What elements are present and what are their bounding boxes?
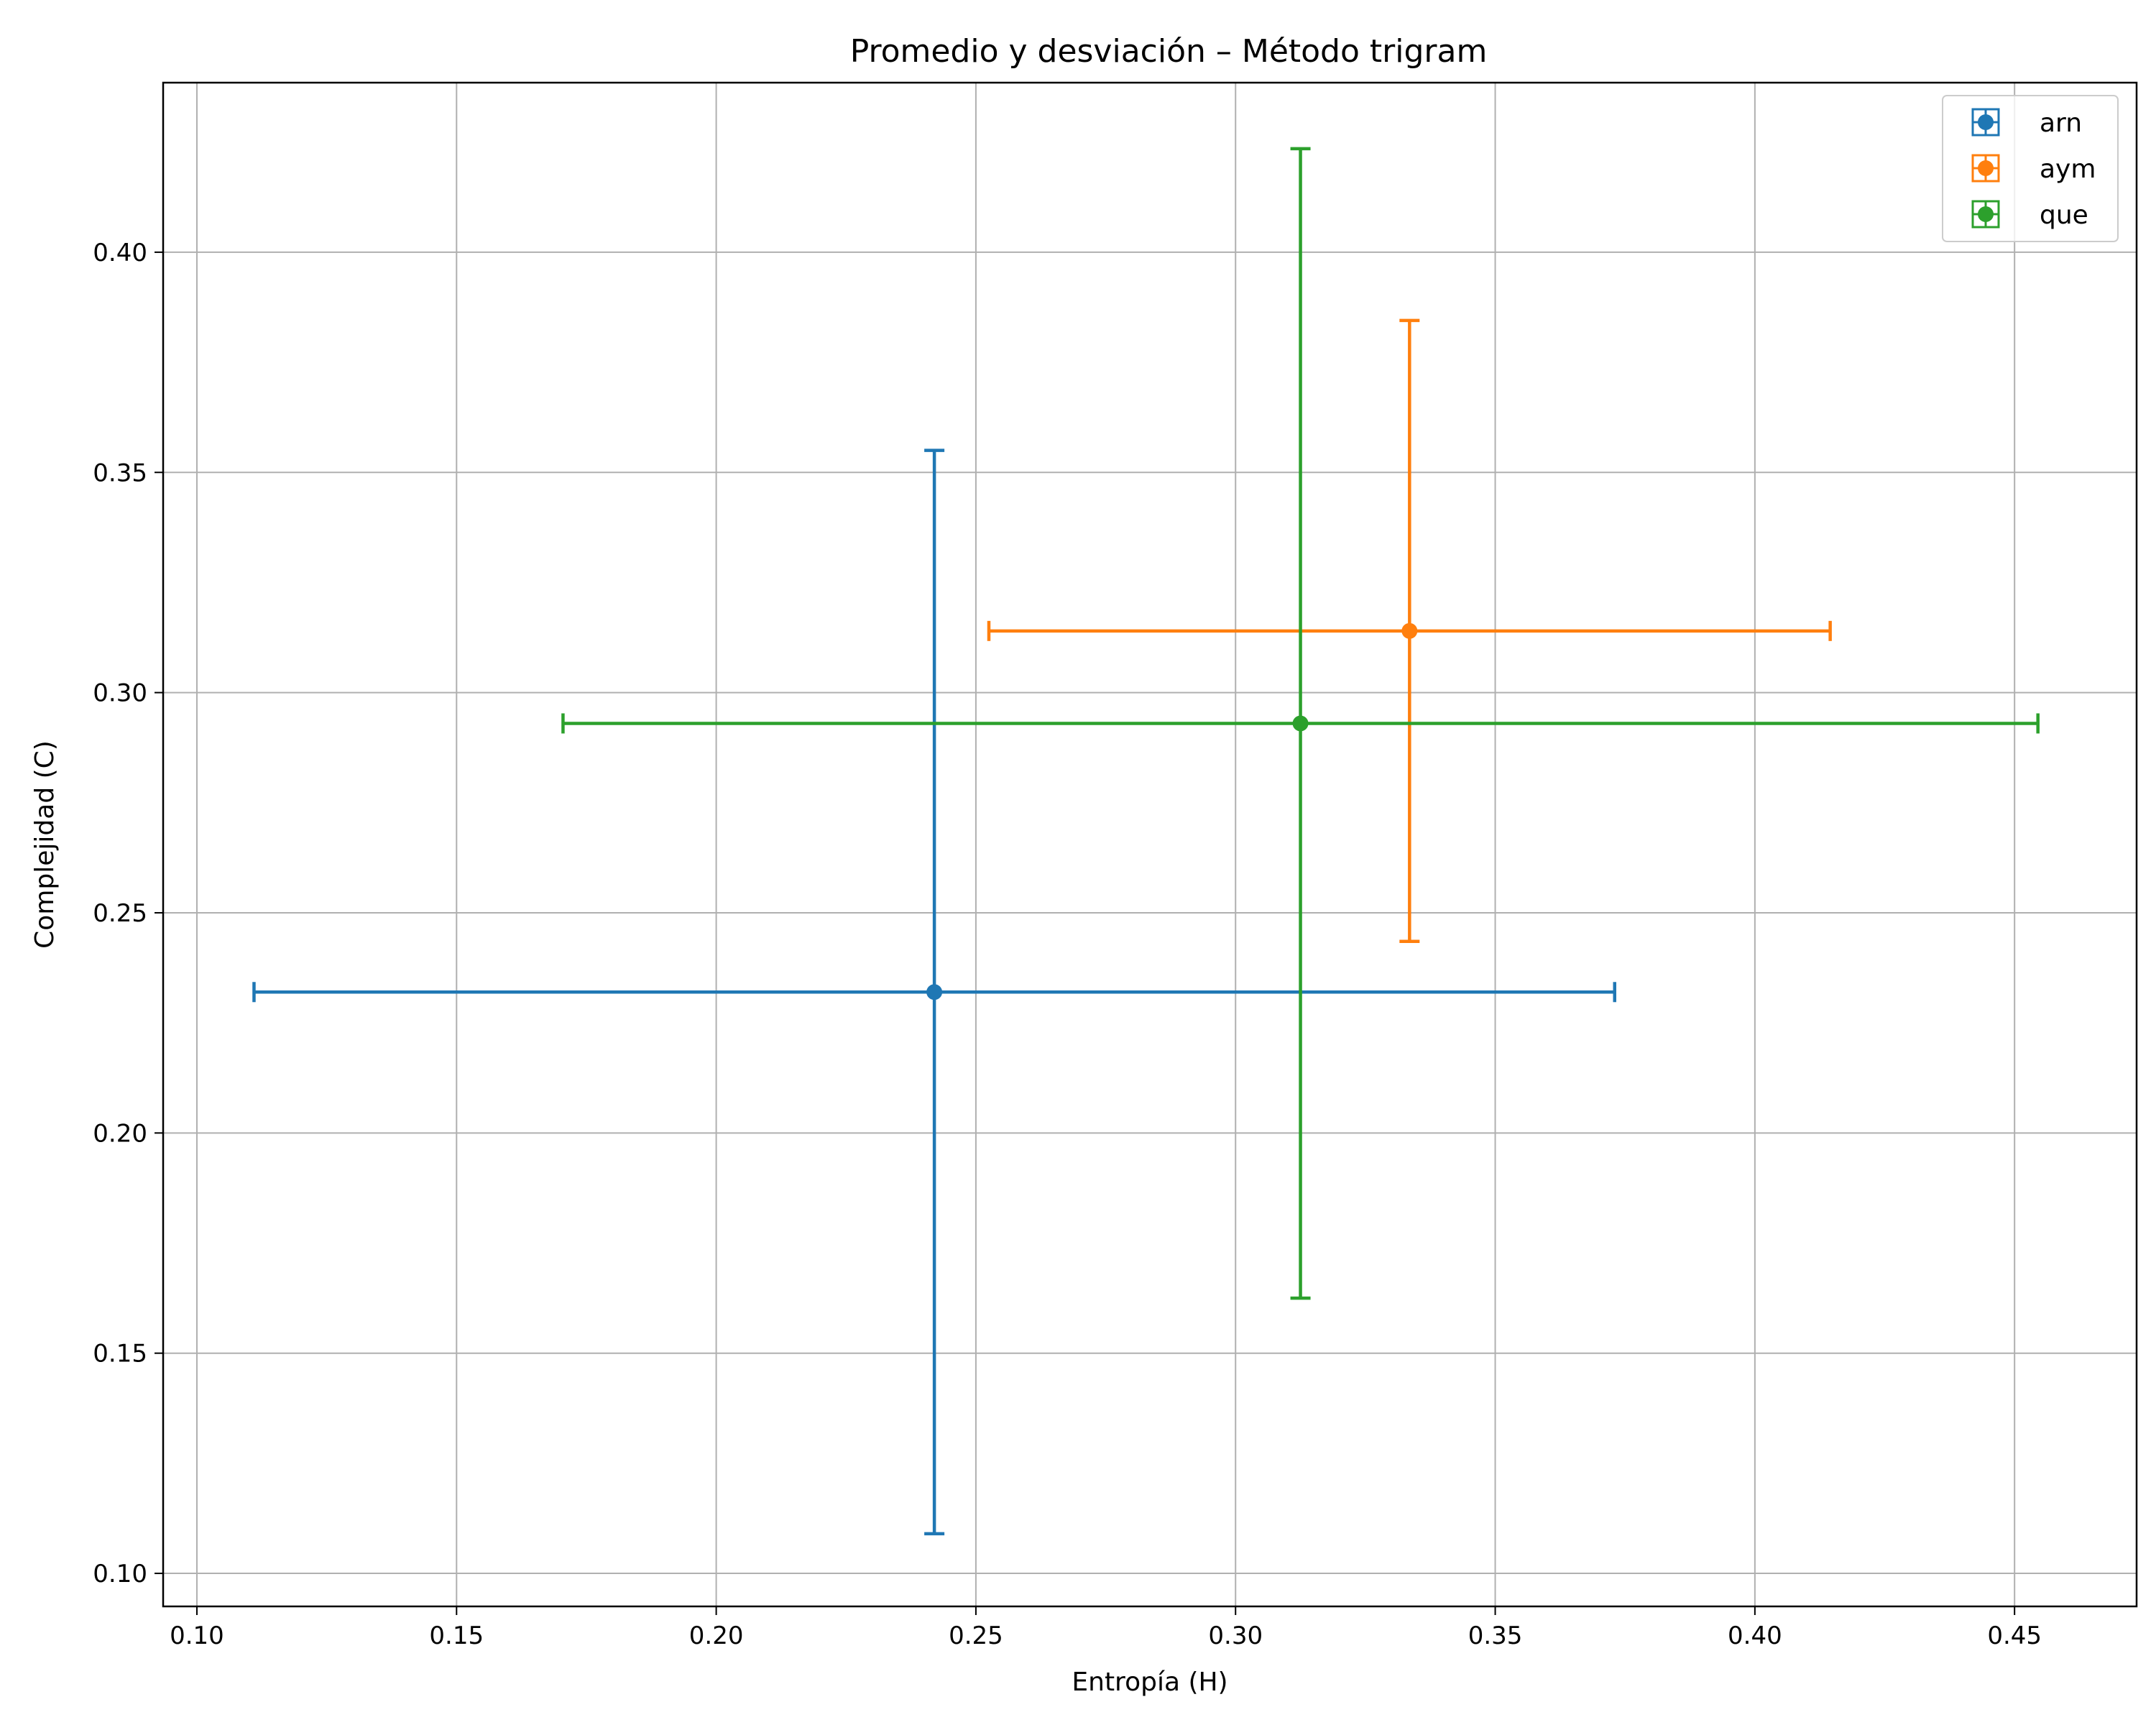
legend-item-arn: arn	[1971, 108, 2082, 138]
axis-ticks: 0.10 0.15 0.20 0.25 0.30 0.35 0.40 0.45 0.10 0.15…	[93, 239, 2042, 1650]
y-tick-label: 0.20	[93, 1119, 147, 1148]
y-axis-label: Complejidad (C)	[30, 740, 60, 949]
x-tick-label: 0.30	[1208, 1622, 1263, 1650]
legend: arn aym que	[1942, 95, 2119, 242]
y-tick-label: 0.35	[93, 459, 147, 487]
y-tick-label: 0.15	[93, 1340, 147, 1368]
x-tick-label: 0.10	[170, 1622, 224, 1650]
y-tick-label: 0.10	[93, 1560, 147, 1588]
x-tick-label: 0.35	[1468, 1622, 1523, 1650]
x-axis-label: Entropía (H)	[1072, 1668, 1227, 1697]
chart-title: Promedio y desviación – Método trigram	[850, 33, 1488, 70]
series-aym	[987, 318, 1832, 944]
legend-label: que	[2040, 201, 2088, 230]
series-arn	[252, 448, 1617, 1536]
y-tick-label: 0.40	[93, 239, 147, 267]
legend-item-aym: aym	[1971, 154, 2096, 184]
grid-lines	[163, 83, 2137, 1606]
x-tick-label: 0.40	[1728, 1622, 1782, 1650]
plot-area-frame	[162, 81, 2138, 1608]
x-tick-label: 0.20	[689, 1622, 744, 1650]
legend-item-que: que	[1971, 200, 2088, 230]
y-tick-label: 0.30	[93, 679, 147, 708]
series-que	[561, 147, 2040, 1300]
x-tick-label: 0.25	[949, 1622, 1003, 1650]
data-series	[252, 147, 2040, 1536]
data-point-arn	[926, 984, 943, 1000]
x-tick-label: 0.15	[429, 1622, 484, 1650]
legend-marker-dot	[1978, 114, 1994, 130]
y-tick-label: 0.25	[93, 899, 147, 928]
data-point-que	[1292, 715, 1309, 732]
legend-marker-dot	[1978, 206, 1994, 222]
data-point-aym	[1401, 622, 1418, 639]
legend-marker-dot	[1978, 160, 1994, 176]
legend-label: aym	[2040, 155, 2096, 184]
x-tick-label: 0.45	[1987, 1622, 2042, 1650]
legend-label: arn	[2040, 109, 2082, 138]
